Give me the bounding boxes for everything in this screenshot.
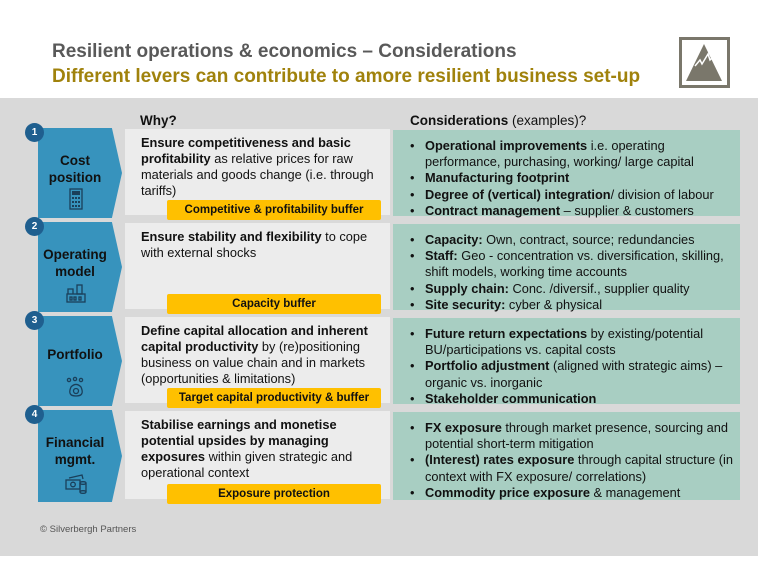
text-segment: (Interest) rates exposure [425, 452, 575, 468]
buffer-tag: Exposure protection [167, 484, 381, 504]
lever-chevron: Cost position [38, 128, 122, 218]
copyright-footer: © Silverbergh Partners [40, 524, 137, 535]
consideration-item: Staff: Geo - concentration vs. diversifi… [407, 248, 737, 280]
text-segment: Ensure stability and flexibility [141, 229, 322, 244]
text-segment: Portfolio adjustment [425, 358, 550, 374]
lever-chevron: Financial mgmt. [38, 410, 122, 502]
text-segment: / division of labour [610, 186, 714, 202]
considerations-header-bold: Considerations [410, 113, 509, 128]
text-segment: Future return expectations [425, 326, 588, 341]
why-column-header: Why? [140, 113, 177, 128]
text-segment: through market presence, sourcing and po… [425, 420, 729, 452]
considerations-box: Operational improvements i.e. operating … [393, 130, 740, 219]
consideration-item: FX exposure through market presence, sou… [407, 420, 737, 452]
consideration-item: Site security: cyber & physical [407, 297, 737, 313]
text-segment: & management [589, 484, 681, 500]
consideration-item: Commodity price exposure & management [407, 485, 737, 501]
text-segment: Site security: [425, 296, 506, 312]
row-number-badge: 1 [25, 123, 44, 142]
lever-row-cost-position: 1 Cost position Ensure competitiveness and… [0, 123, 758, 220]
lever-label: Financial mgmt. [45, 435, 105, 467]
buffer-tag: Capacity buffer [167, 294, 381, 314]
lever-label: Portfolio [47, 347, 103, 362]
text-segment: by existing/potential BU/participations … [425, 326, 704, 358]
text-segment: Supply chain: [425, 280, 509, 296]
text-segment: FX exposure [425, 420, 502, 435]
text-segment: Own, contract, source; redundancies [482, 232, 695, 247]
lever-label: Cost position [48, 153, 102, 185]
lever-row-financial-mgmt: 4 Financial mgmt. Stabilise earnings and m… [0, 405, 758, 504]
page-title: Resilient operations & economics – Consi… [52, 41, 517, 62]
text-segment: by (re)positioning business on value cha… [141, 339, 366, 386]
row-number-badge: 3 [25, 311, 44, 330]
row-number-badge: 4 [25, 405, 44, 424]
text-segment: Contract management [425, 202, 561, 218]
text-segment: i.e. operating performance, purchasing, … [425, 138, 694, 170]
text-segment: Capacity: [425, 232, 483, 247]
considerations-list: Operational improvements i.e. operating … [407, 138, 737, 219]
considerations-box: FX exposure through market presence, sou… [393, 412, 740, 501]
consideration-item: Manufacturing footprint [407, 170, 737, 186]
text-segment: (aligned with strategic aims) – organic … [425, 358, 723, 390]
text-segment: Geo - concentration vs. diversification,… [425, 248, 724, 280]
buffer-tag: Target capital productivity & buffer [167, 388, 381, 408]
lever-row-portfolio: 3 Portfolio Define capital allocation and … [0, 311, 758, 408]
text-segment: within given strategic and operational c… [141, 449, 353, 480]
text-segment: Stakeholder communication [425, 390, 597, 406]
why-text: Stabilise earnings and monetise potentia… [141, 417, 389, 481]
consideration-item: Portfolio adjustment (aligned with strat… [407, 358, 737, 390]
why-text: Ensure stability and flexibility to cope… [141, 229, 389, 261]
consideration-item: Operational improvements i.e. operating … [407, 138, 737, 170]
text-segment: as relative prices for raw materials and… [141, 151, 374, 198]
consideration-item: Stakeholder communication [407, 391, 737, 407]
text-segment: Conc. /diversif., supplier quality [508, 280, 690, 296]
cash-coins-icon [65, 474, 87, 494]
consideration-item: Supply chain: Conc. /diversif., supplier… [407, 281, 737, 297]
text-segment: Define capital allocation and inherent c… [141, 323, 368, 354]
mountain-logo-icon [679, 37, 730, 88]
text-segment: through capital structure (in context wi… [425, 452, 733, 484]
lever-chevron: Operating model [38, 222, 122, 312]
lever-label: Operating model [43, 247, 107, 279]
lever-chevron: Portfolio [38, 316, 122, 406]
text-segment: Stabilise earnings and monetise potentia… [141, 417, 337, 464]
page-subtitle: Different levers can contribute to amore… [52, 66, 641, 87]
money-bag-icon [66, 376, 84, 397]
buffer-tag: Competitive & profitability buffer [167, 200, 381, 220]
text-segment: – supplier & customers [560, 202, 694, 218]
considerations-list: FX exposure through market presence, sou… [407, 420, 737, 501]
consideration-item: Degree of (vertical) integration/ divisi… [407, 187, 737, 203]
consideration-item: Future return expectations by existing/p… [407, 326, 737, 358]
considerations-header-rest: (examples)? [508, 113, 587, 128]
text-segment: Manufacturing footprint [425, 170, 570, 186]
considerations-box: Capacity: Own, contract, source; redunda… [393, 224, 740, 313]
text-segment: Degree of (vertical) integration [425, 186, 611, 202]
calculator-icon [69, 188, 83, 210]
lever-row-operating-model: 2 Operating model Ensure stability and fle… [0, 217, 758, 314]
considerations-column-header: Considerations (examples)? [410, 113, 586, 128]
consideration-item: (Interest) rates exposure through capita… [407, 452, 737, 484]
considerations-list: Capacity: Own, contract, source; redunda… [407, 232, 737, 313]
text-segment: to cope with external shocks [141, 229, 368, 260]
consideration-item: Capacity: Own, contract, source; redunda… [407, 232, 737, 248]
factory-icon [66, 284, 86, 303]
consideration-item: Contract management – supplier & custome… [407, 203, 737, 219]
why-text: Ensure competitiveness and basic profita… [141, 135, 389, 199]
text-segment: Commodity price exposure [425, 484, 590, 500]
considerations-list: Future return expectations by existing/p… [407, 326, 737, 407]
text-segment: Operational improvements [425, 138, 588, 153]
why-text: Define capital allocation and inherent c… [141, 323, 389, 387]
text-segment: Ensure competitiveness and basic profita… [141, 135, 351, 166]
text-segment: Staff: [425, 248, 458, 264]
text-segment: cyber & physical [505, 296, 603, 312]
row-number-badge: 2 [25, 217, 44, 236]
considerations-box: Future return expectations by existing/p… [393, 318, 740, 407]
